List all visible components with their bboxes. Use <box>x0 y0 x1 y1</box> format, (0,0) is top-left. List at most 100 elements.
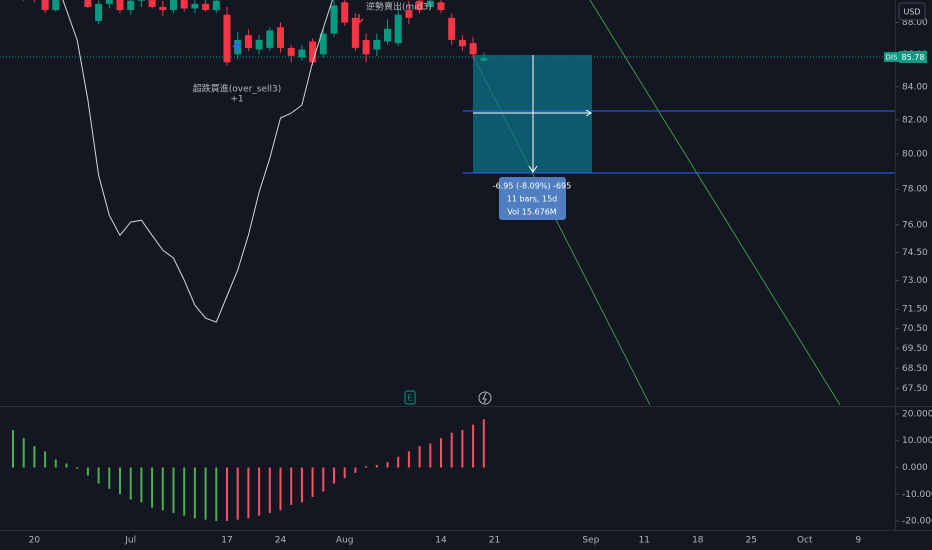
y-tick-label: 20.000 <box>902 409 932 419</box>
currency-button[interactable] <box>898 2 926 21</box>
last-price-tag <box>899 51 927 63</box>
oscillator-pane <box>12 419 485 522</box>
candle-body <box>41 0 49 11</box>
candle-body <box>330 5 338 34</box>
histogram-bar <box>215 467 218 522</box>
x-tick-label: Aug <box>336 536 354 546</box>
candle-body <box>223 14 231 63</box>
y-tick-label: 76.00 <box>902 220 928 230</box>
histogram-bar <box>333 467 335 484</box>
x-tick-label: 17 <box>221 536 232 546</box>
histogram-bar <box>86 467 89 476</box>
x-tick-label: 21 <box>489 536 500 546</box>
histogram-bar <box>354 467 357 473</box>
measure-text: 11 bars, 15d <box>507 195 558 204</box>
signal-label: 逆勢賣出(mid3) <box>366 1 432 13</box>
arrow-head <box>585 109 592 117</box>
histogram-bar <box>76 467 79 469</box>
dividend-icon-bolt <box>482 392 487 404</box>
histogram-bar <box>193 467 196 519</box>
histogram-bar <box>311 467 314 497</box>
histogram-bar <box>279 467 282 511</box>
histogram-bar <box>407 451 410 468</box>
candle-body <box>448 17 456 40</box>
y-tick-label: 71.50 <box>902 305 928 315</box>
y-tick-label: 84.00 <box>902 82 928 92</box>
dividend-icon[interactable] <box>478 391 492 405</box>
y-tick-label: 78.00 <box>902 185 928 195</box>
histogram-bar <box>472 424 475 468</box>
candle-body <box>480 57 488 61</box>
candle-body <box>416 0 424 11</box>
measure-text: -6.95 (-8.09%) -695 <box>493 182 571 191</box>
x-tick-label: Oct <box>797 536 813 546</box>
candle-body <box>458 39 466 47</box>
candle-body <box>287 47 295 56</box>
candle-body <box>116 0 124 11</box>
candle-body <box>202 3 210 11</box>
histogram-bar <box>119 467 121 495</box>
signal-count: +1 <box>230 95 243 105</box>
x-tick-label: 20 <box>29 536 41 546</box>
y-tick-label: 0.000 <box>902 463 928 473</box>
candle-body <box>105 0 113 4</box>
candle-body <box>351 17 359 48</box>
candle-body <box>95 3 103 21</box>
candle-body <box>52 0 60 11</box>
y-tick-label: 69.50 <box>902 344 928 354</box>
candle-body <box>137 0 145 1</box>
histogram-bar <box>97 467 100 484</box>
y-tick-label: 68.50 <box>902 364 928 374</box>
candle-body <box>159 6 167 11</box>
x-tick-label: 18 <box>692 536 704 546</box>
histogram-bar <box>386 462 389 468</box>
histogram-bar <box>204 467 207 520</box>
event-icon-label: E <box>407 394 412 403</box>
candle-body <box>384 28 391 42</box>
histogram-bar <box>236 467 239 520</box>
measure-label <box>499 177 566 220</box>
histogram-bar <box>375 464 378 468</box>
trend-line <box>589 0 841 405</box>
candle-body <box>244 35 252 48</box>
candle-body <box>127 0 135 11</box>
sell-arrow <box>354 14 364 25</box>
candle-body <box>212 0 220 11</box>
histogram-bar <box>12 430 14 468</box>
histogram-bar <box>258 467 261 516</box>
currency-label: USD <box>903 8 920 17</box>
last-price-label: 85.78 <box>902 53 925 62</box>
y-tick-label: 10.000 <box>902 436 932 446</box>
candle-body <box>170 0 177 11</box>
event-icon[interactable] <box>404 390 416 405</box>
y-tick-label: 67.50 <box>902 384 928 394</box>
y-tick-label: 73.00 <box>902 276 928 286</box>
candle-body <box>373 39 381 50</box>
y-tick-label: -10.000 <box>902 490 932 500</box>
x-tick-label: 24 <box>275 536 287 546</box>
candle-body <box>84 0 92 7</box>
candle-body <box>277 27 284 48</box>
symbol-tag-label: DIS <box>886 54 898 62</box>
histogram-bar <box>440 438 442 468</box>
candle-body <box>266 30 274 48</box>
histogram-bar <box>290 467 293 505</box>
candle-body <box>362 39 370 55</box>
x-tick-label: 9 <box>855 536 861 546</box>
indicator-line <box>62 0 333 323</box>
x-tick-label: 14 <box>435 536 447 546</box>
histogram-bar <box>418 446 421 468</box>
histogram-bar <box>44 451 47 468</box>
histogram-bar <box>247 467 250 519</box>
x-tick-label: 25 <box>746 536 757 546</box>
candle-body <box>437 2 445 11</box>
histogram-bar <box>183 467 186 516</box>
y-tick-label: -20.000 <box>902 517 932 527</box>
histogram-bar <box>461 430 464 468</box>
histogram-bar <box>65 463 68 468</box>
histogram-bar <box>450 432 453 468</box>
arrow-head <box>528 165 538 173</box>
